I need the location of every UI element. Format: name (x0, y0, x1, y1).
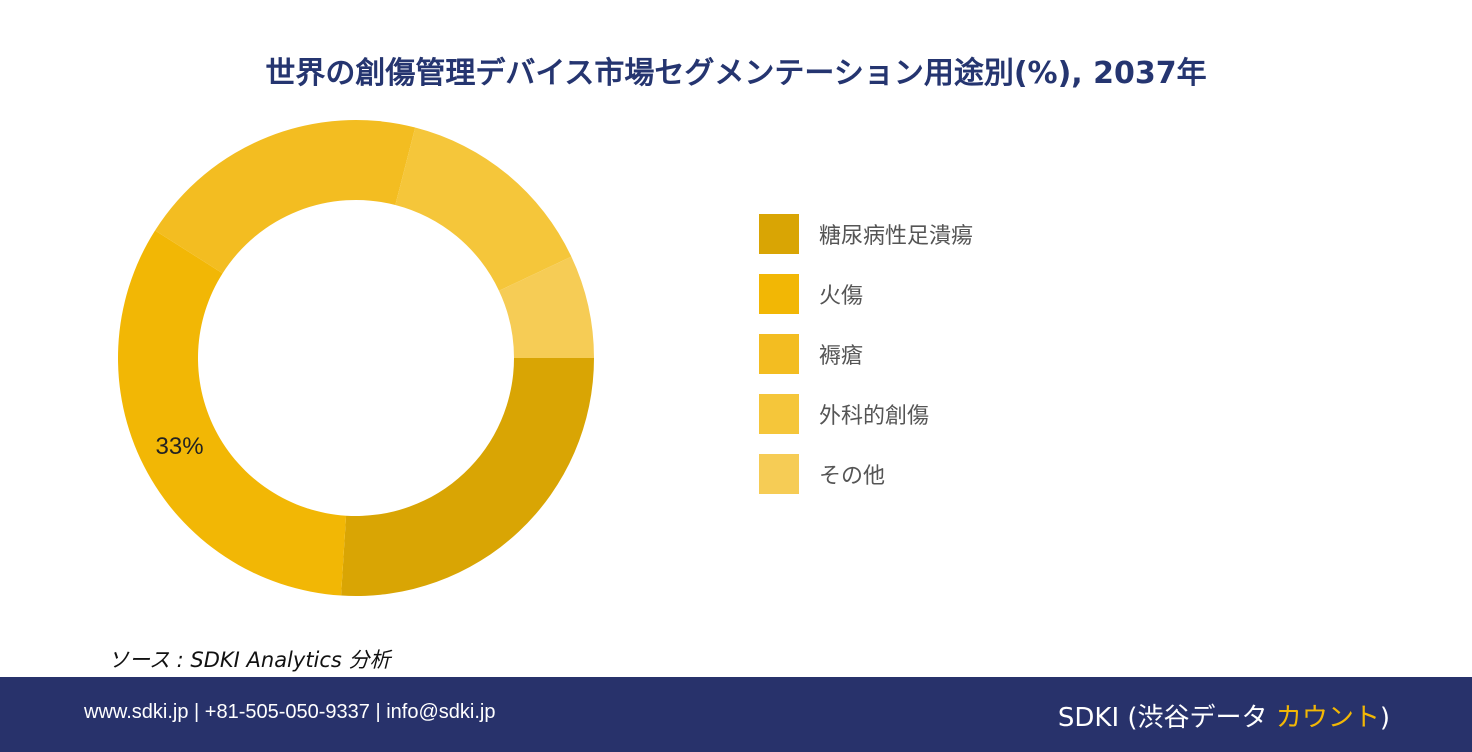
donut-slice-1 (341, 358, 594, 596)
brand-prefix: SDKI (渋谷データ (1057, 703, 1276, 733)
legend-swatch (759, 454, 799, 494)
legend-item: 外科的創傷 (759, 394, 973, 434)
chart-legend: 糖尿病性足潰瘍 火傷褥瘡外科的創傷その他 (759, 214, 973, 514)
legend-item: その他 (759, 454, 973, 494)
legend-item: 糖尿病性足潰瘍 (759, 214, 973, 254)
chart-title: 世界の創傷管理デバイス市場セグメンテーション用途別(%), 2037年 (265, 56, 1207, 91)
donut-chart: 33% (117, 120, 594, 596)
donut-slice-5 (498, 256, 594, 358)
legend-swatch (759, 394, 799, 434)
donut-slice-2 (117, 230, 347, 596)
legend-item: 火傷 (759, 274, 973, 314)
legend-swatch (759, 214, 799, 254)
legend-label: その他 (819, 464, 886, 489)
donut-slice-4 (395, 127, 572, 291)
legend-swatch (759, 274, 799, 314)
donut-slice-3 (155, 120, 416, 274)
footer-contact: www.sdki.jp | +81-505-050-9337 | info@sd… (84, 701, 496, 723)
legend-label: 褥瘡 (819, 344, 864, 369)
brand-suffix: ) (1379, 703, 1390, 733)
legend-item: 褥瘡 (759, 334, 973, 374)
brand-accent: カウント (1275, 703, 1380, 733)
legend-swatch (759, 334, 799, 374)
footer-bar: www.sdki.jp | +81-505-050-9337 | info@sd… (0, 677, 1472, 752)
legend-label: 火傷 (819, 284, 864, 309)
source-note: ソース : SDKI Analytics 分析 (108, 648, 391, 672)
legend-label: 糖尿病性足潰瘍 (819, 224, 974, 249)
legend-label: 外科的創傷 (819, 404, 930, 429)
footer-brand: SDKI (渋谷データ カウント) (1058, 697, 1390, 734)
data-label-2: 33% (156, 433, 204, 460)
